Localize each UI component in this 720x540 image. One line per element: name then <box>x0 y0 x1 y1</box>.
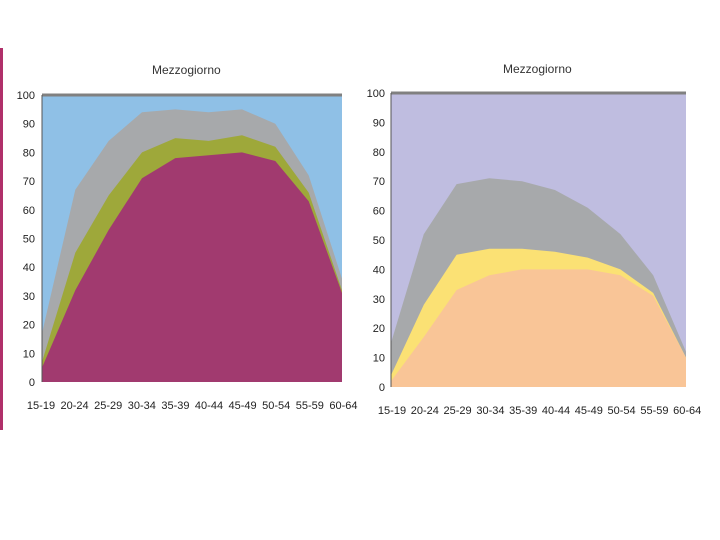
left-y-tick-label: 100 <box>17 90 35 102</box>
right-y-tick-label: 60 <box>373 206 385 218</box>
right-y-tick-label: 40 <box>373 264 385 276</box>
right-y-tick-label: 80 <box>373 147 385 159</box>
left-x-tick-label: 60-64 <box>329 400 357 412</box>
right-x-tick-label: 20-24 <box>411 405 439 417</box>
left-x-tick-label: 40-44 <box>195 400 223 412</box>
left-y-tick-label: 40 <box>23 262 35 274</box>
left-x-tick-label: 30-34 <box>128 400 156 412</box>
left-y-tick-label: 10 <box>23 348 35 360</box>
right-y-tick-label: 70 <box>373 176 385 188</box>
right-x-tick-label: 35-39 <box>509 405 537 417</box>
left-x-tick-label: 15-19 <box>27 400 55 412</box>
left-y-tick-label: 30 <box>23 291 35 303</box>
right-y-tick-label: 0 <box>379 382 385 394</box>
left-chart-title: Mezzogiorno <box>152 63 221 77</box>
right-y-tick-label: 90 <box>373 117 385 129</box>
right-chart-title: Mezzogiorno <box>503 62 572 76</box>
right-x-tick-label: 15-19 <box>378 405 406 417</box>
right-area-series-1 <box>391 269 686 387</box>
left-x-tick-label: 20-24 <box>61 400 89 412</box>
left-area-series-1 <box>42 152 342 382</box>
right-x-tick-label: 50-54 <box>608 405 636 417</box>
left-y-tick-label: 60 <box>23 205 35 217</box>
left-y-tick-label: 90 <box>23 119 35 131</box>
left-y-tick-label: 0 <box>29 377 35 389</box>
right-x-tick-label: 30-34 <box>476 405 504 417</box>
slide-accent-bar <box>0 48 3 430</box>
right-x-tick-label: 60-64 <box>673 405 701 417</box>
left-y-tick-label: 70 <box>23 176 35 188</box>
right-y-tick-label: 100 <box>367 88 385 100</box>
right-x-tick-label: 25-29 <box>444 405 472 417</box>
left-y-tick-label: 80 <box>23 147 35 159</box>
left-x-tick-label: 55-59 <box>296 400 324 412</box>
left-x-tick-label: 45-49 <box>229 400 257 412</box>
right-x-tick-label: 40-44 <box>542 405 570 417</box>
left-x-tick-label: 50-54 <box>262 400 290 412</box>
right-x-tick-label: 55-59 <box>640 405 668 417</box>
right-y-tick-label: 10 <box>373 353 385 365</box>
left-x-tick-label: 25-29 <box>94 400 122 412</box>
left-y-tick-label: 50 <box>23 234 35 246</box>
left-y-tick-label: 20 <box>23 320 35 332</box>
right-y-tick-label: 20 <box>373 323 385 335</box>
right-y-tick-label: 30 <box>373 294 385 306</box>
right-y-tick-label: 50 <box>373 235 385 247</box>
left-x-tick-label: 35-39 <box>161 400 189 412</box>
right-x-tick-label: 45-49 <box>575 405 603 417</box>
